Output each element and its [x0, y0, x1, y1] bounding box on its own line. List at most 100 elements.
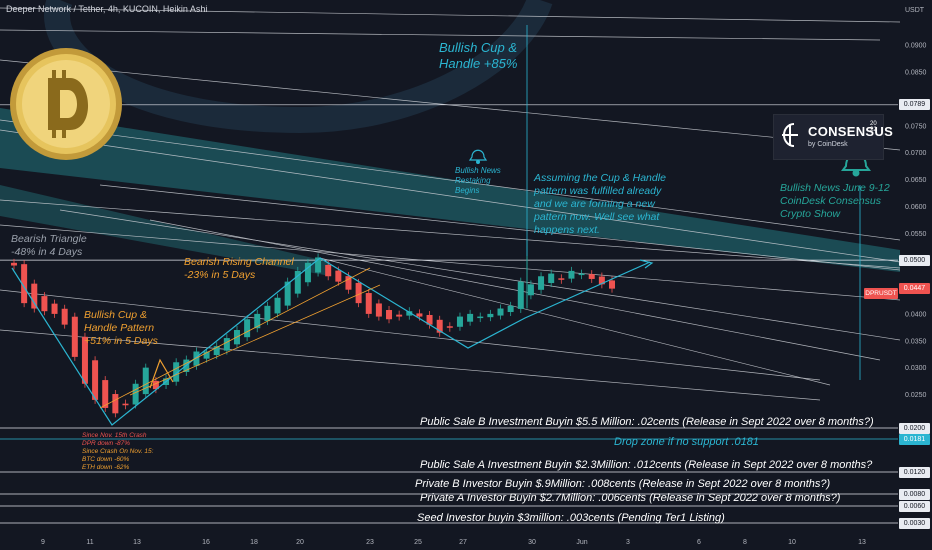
candle-body — [142, 367, 149, 395]
trend-line — [0, 129, 901, 263]
candle-body — [578, 273, 585, 276]
level-public-sale-b: Public Sale B Investment Buyin $5.5 Mill… — [420, 416, 874, 428]
candle-body — [244, 319, 251, 338]
candle-body — [21, 264, 28, 304]
x-tick-label: 25 — [414, 539, 422, 546]
x-tick-label: 18 — [250, 539, 258, 546]
candle-body — [223, 338, 230, 351]
x-axis-ticks: 9 11 13 16 18 20 23 25 27 30 Jun 3 6 8 10 13 — [41, 539, 866, 546]
consensus-year: 20 22 — [870, 121, 877, 133]
symbol-tag: DPRUSDT — [864, 288, 898, 299]
consensus-sub: by CoinDesk — [808, 141, 848, 148]
trend-line — [99, 184, 901, 271]
trend-line — [0, 289, 821, 381]
level-private-b: Private B Investor Buyin $.9Million: .00… — [415, 478, 831, 490]
candle-body — [456, 316, 463, 327]
candle-body — [102, 380, 109, 408]
trend-line — [0, 29, 881, 41]
candle-body — [436, 319, 443, 333]
x-tick-label: 30 — [528, 539, 536, 546]
y-tick-label: 0.0600 — [905, 204, 927, 211]
candle-body — [132, 383, 139, 405]
chart-title: Deeper Network / Tether, 4h, KUCOIN, Hei… — [6, 4, 208, 14]
candle-body — [315, 257, 322, 273]
candle-body — [548, 273, 555, 284]
consensus-logo: CONSENSUS 20 22 by CoinDesk — [773, 114, 893, 160]
candle-body — [396, 314, 403, 317]
trend-line — [319, 257, 831, 386]
candle-body — [274, 297, 281, 314]
y-tick-label: 0.0250 — [905, 392, 927, 399]
candle-body — [325, 264, 332, 277]
candle-body — [386, 310, 393, 320]
candle-body — [264, 305, 271, 322]
y-tick-label: 0.0400 — [905, 311, 927, 318]
price-tag: 0.0181 — [899, 433, 930, 445]
candle-body — [517, 281, 524, 309]
dpr-coin-logo — [8, 44, 124, 164]
y-tick-label: 0.0850 — [905, 70, 927, 77]
trend-line — [0, 7, 901, 23]
annotation-cup-handle-51: Bullish Cup & Handle Pattern +51% in 5 D… — [84, 309, 158, 347]
candle-body — [193, 351, 200, 366]
candle-body — [294, 270, 301, 294]
x-tick-label: 11 — [86, 539, 93, 546]
candle-body — [355, 282, 362, 304]
consensus-brand: CONSENSUS — [808, 124, 894, 139]
y-axis-ticks: 0.0900 0.0850 0.0750 0.0700 0.0650 0.0600 0.05… — [905, 43, 927, 399]
candle-body — [51, 303, 58, 314]
annotation-assumption: Assuming the Cup & Handle pattern was fu… — [534, 172, 666, 236]
candle-body — [497, 308, 504, 316]
candle-body — [122, 403, 129, 406]
candle-body — [598, 276, 605, 285]
y-axis-currency: USDT — [905, 7, 925, 14]
consensus-mark-icon — [782, 123, 798, 147]
trend-line — [149, 219, 881, 361]
price-tag: 0.0060 — [899, 500, 930, 512]
candle-body — [527, 284, 534, 296]
candle-body — [335, 270, 342, 282]
candle-body — [173, 362, 180, 382]
candle-body — [92, 360, 99, 400]
candle-body — [112, 394, 119, 414]
x-tick-label: 23 — [366, 539, 374, 546]
annotation-cup-handle-85: Bullish Cup & Handle +85% — [439, 40, 518, 71]
candle-body — [467, 313, 474, 322]
y-tick-label: 0.0750 — [905, 123, 927, 130]
x-tick-label: 8 — [743, 539, 747, 546]
horizontal-levels — [0, 104, 898, 524]
x-tick-label: 27 — [459, 539, 467, 546]
level-private-a: Private A Investor Buyin $2.7Million: .0… — [420, 492, 841, 504]
trend-line — [59, 209, 901, 341]
teal-band — [0, 108, 900, 276]
candle-body — [588, 274, 595, 279]
bell-icon — [468, 149, 488, 165]
x-tick-label: 13 — [858, 539, 866, 546]
candle-body — [426, 314, 433, 325]
candle-body — [41, 296, 48, 312]
level-drop-zone: Drop zone if no support .0181 — [614, 436, 759, 448]
price-tag: 0.0447 — [899, 283, 930, 295]
annotation-crash-notes: Since Nov. 15th Crash DPR down -87% Sinc… — [82, 432, 154, 471]
annotation-june-news: Bullish News June 9-12 CoinDesk Consensu… — [780, 182, 890, 220]
candle-body — [61, 308, 68, 325]
y-tick-label: 0.0900 — [905, 43, 927, 50]
candle-body — [487, 313, 494, 318]
candle-body — [446, 326, 453, 328]
candle-body — [345, 276, 352, 290]
x-tick-label: Jun — [576, 539, 587, 546]
x-tick-label: 9 — [41, 539, 45, 546]
level-public-sale-a: Public Sale A Investment Buyin $2.3Milli… — [420, 459, 873, 471]
price-tag: 0.0030 — [899, 517, 930, 529]
price-tag: 0.0200 — [899, 422, 930, 434]
trend-line — [0, 119, 901, 241]
candle-body — [568, 270, 575, 279]
y-tick-label: 0.0700 — [905, 150, 927, 157]
trend-line — [0, 199, 901, 269]
candle-body — [477, 316, 484, 319]
x-tick-label: 10 — [788, 539, 796, 546]
candle-body — [406, 311, 413, 316]
candle-body — [284, 281, 291, 306]
candle-body — [71, 316, 78, 357]
